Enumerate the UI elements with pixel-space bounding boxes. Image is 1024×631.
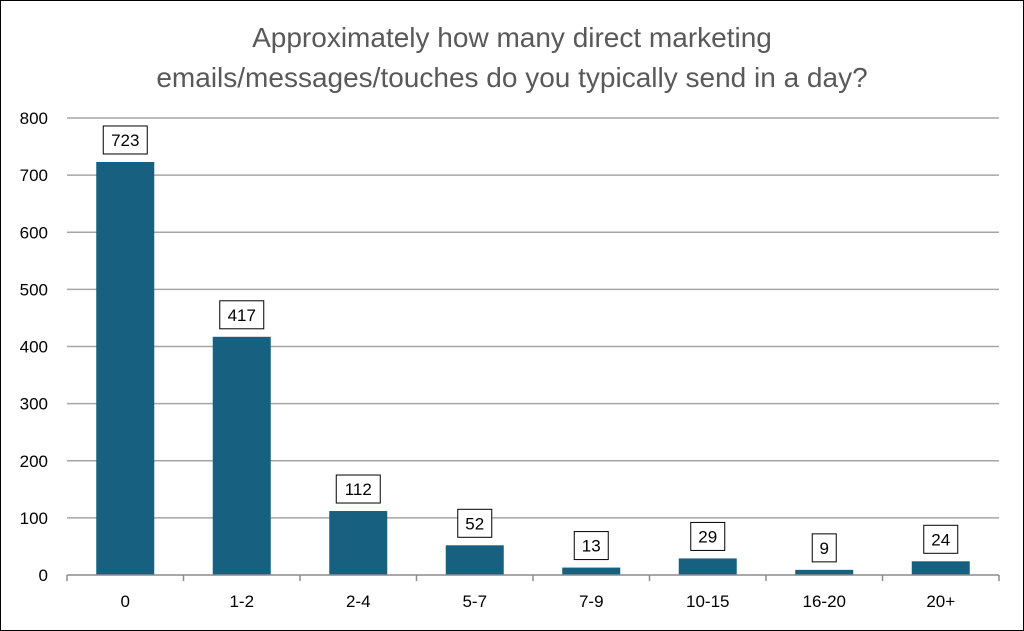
gridlines bbox=[67, 117, 999, 519]
data-label: 13 bbox=[573, 531, 609, 561]
chart-title: Approximately how many direct marketing … bbox=[0, 18, 1024, 98]
y-tick-label: 700 bbox=[20, 166, 48, 185]
data-labels: 723 417 112 52 13 29 9 24 bbox=[102, 125, 959, 563]
data-label: 29 bbox=[690, 521, 726, 551]
x-axis: 0 1-2 2-4 5-7 7-9 10-15 16-20 20+ bbox=[66, 574, 1000, 611]
data-label-text: 52 bbox=[465, 514, 484, 533]
data-label-box bbox=[690, 521, 726, 551]
bar bbox=[96, 161, 155, 575]
chart-title-line-1: Approximately how many direct marketing bbox=[252, 22, 772, 53]
data-label-box bbox=[573, 531, 609, 561]
y-tick-label: 400 bbox=[20, 338, 48, 357]
bar bbox=[445, 545, 504, 575]
x-tick-label: 7-9 bbox=[579, 592, 604, 611]
data-label: 24 bbox=[923, 524, 959, 554]
x-tick-label: 1-2 bbox=[229, 592, 254, 611]
y-tick-label: 100 bbox=[20, 509, 48, 528]
bar bbox=[212, 336, 271, 575]
y-tick-label: 0 bbox=[39, 566, 48, 585]
data-label-text: 24 bbox=[931, 530, 950, 549]
data-label-text: 112 bbox=[345, 480, 372, 499]
data-label-box bbox=[335, 474, 381, 504]
y-tick-label: 600 bbox=[20, 223, 48, 242]
chart-title-line-2: emails/messages/touches do you typically… bbox=[156, 62, 868, 93]
bar bbox=[329, 511, 388, 575]
y-tick-label: 500 bbox=[20, 280, 48, 299]
data-label: 52 bbox=[457, 508, 493, 538]
data-label: 9 bbox=[811, 533, 837, 563]
x-tick-label: 0 bbox=[121, 592, 130, 611]
data-label-box bbox=[219, 300, 265, 330]
bar bbox=[911, 561, 970, 575]
y-axis-ticks: 0 100 200 300 400 500 600 700 800 bbox=[20, 109, 48, 585]
data-label-box bbox=[102, 125, 148, 155]
data-label: 723 bbox=[102, 125, 148, 155]
data-label-box bbox=[923, 524, 959, 554]
data-label-text: 9 bbox=[820, 539, 829, 558]
x-tick-label: 5-7 bbox=[462, 592, 487, 611]
data-label: 417 bbox=[219, 300, 265, 330]
x-tick-label: 16-20 bbox=[803, 592, 846, 611]
bars bbox=[96, 161, 970, 575]
y-tick-label: 200 bbox=[20, 452, 48, 471]
y-tick-label: 800 bbox=[20, 109, 48, 128]
y-tick-label: 300 bbox=[20, 395, 48, 414]
x-tick-label: 10-15 bbox=[686, 592, 729, 611]
bar bbox=[795, 569, 854, 575]
data-label-text: 723 bbox=[111, 131, 139, 150]
data-label-box bbox=[811, 533, 837, 563]
data-label-text: 13 bbox=[582, 537, 601, 556]
x-tick-label: 20+ bbox=[926, 592, 955, 611]
bar bbox=[562, 567, 621, 575]
x-tick-label: 2-4 bbox=[346, 592, 371, 611]
data-label-box bbox=[457, 508, 493, 538]
data-label: 112 bbox=[335, 474, 381, 504]
data-label-text: 417 bbox=[228, 306, 256, 325]
bar bbox=[678, 558, 737, 575]
data-label-text: 29 bbox=[698, 527, 717, 546]
